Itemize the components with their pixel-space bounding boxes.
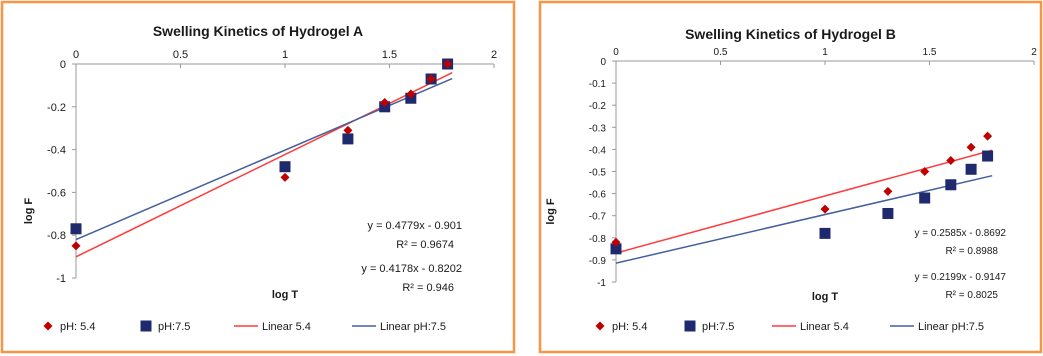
data-point-ph54 bbox=[611, 237, 621, 247]
x-tick-label: 0 bbox=[613, 47, 619, 58]
legend-marker-swatch bbox=[43, 321, 53, 331]
legend-label: Linear pH:7.5 bbox=[918, 321, 984, 333]
x-axis-label: log T bbox=[272, 289, 299, 301]
legend-marker-swatch bbox=[595, 321, 605, 331]
y-tick-label: -0.2 bbox=[589, 101, 607, 112]
data-point-ph54 bbox=[983, 131, 993, 141]
legend-label: Linear pH:7.5 bbox=[380, 321, 446, 333]
x-tick-label: 2 bbox=[1031, 47, 1037, 58]
y-tick-label: 0 bbox=[600, 57, 606, 68]
y-tick-label: -0.4 bbox=[589, 145, 607, 156]
y-tick-label: -0.5 bbox=[589, 168, 607, 179]
legend-label: Linear 5.4 bbox=[262, 321, 311, 333]
x-tick-label: 1.5 bbox=[923, 47, 937, 58]
data-point-ph54 bbox=[426, 74, 436, 84]
data-point-ph75 bbox=[919, 192, 931, 204]
x-tick-label: 1 bbox=[822, 47, 828, 58]
y-tick-label: -0.9 bbox=[589, 256, 607, 267]
data-point-ph75 bbox=[70, 223, 82, 235]
trendline-equation: y = 0.4779x - 0.901 bbox=[368, 220, 462, 232]
y-tick-label: -0.8 bbox=[589, 234, 607, 245]
data-point-ph54 bbox=[820, 204, 830, 214]
data-point-ph54 bbox=[966, 142, 976, 152]
data-point-ph54 bbox=[920, 167, 930, 176]
data-point-ph75 bbox=[945, 179, 957, 191]
y-tick-label: -0.1 bbox=[589, 79, 607, 90]
x-tick-label: 0.5 bbox=[714, 47, 728, 58]
trendline-ph75 bbox=[615, 174, 993, 264]
trendline-r-squared: R² = 0.8988 bbox=[945, 246, 998, 257]
y-axis-label: log F bbox=[23, 198, 35, 225]
data-point-ph54 bbox=[883, 186, 893, 196]
y-tick-label: -0.2 bbox=[47, 102, 66, 114]
data-point-ph54 bbox=[343, 125, 353, 135]
chart-hydrogel-a: Swelling Kinetics of Hydrogel A 0 -0.2 -0.4… bbox=[0, 0, 516, 354]
legend-label: Linear 5.4 bbox=[800, 321, 849, 333]
chart-title: Swelling Kinetics of Hydrogel A bbox=[153, 23, 363, 39]
trendline-r-squared: R² = 0.946 bbox=[402, 282, 454, 294]
y-axis-label: log F bbox=[545, 198, 557, 225]
y-tick-label: -1 bbox=[597, 278, 606, 289]
y-tick-label: -0.6 bbox=[589, 190, 607, 201]
legend-label: pH: 5.4 bbox=[612, 321, 647, 333]
x-axis-label: log T bbox=[812, 291, 839, 303]
x-tick-label: 2 bbox=[491, 49, 497, 61]
data-point-ph75 bbox=[342, 133, 354, 145]
chart-hydrogel-b: Swelling Kinetics of Hydrogel B 0 -0.1 -0.2… bbox=[538, 0, 1043, 354]
trendline-ph54 bbox=[615, 149, 993, 254]
x-tick-label: 0 bbox=[73, 49, 79, 61]
y-tick-label: 0 bbox=[60, 59, 66, 71]
x-tick-label: 1 bbox=[282, 49, 288, 61]
data-point-ph75 bbox=[279, 161, 291, 173]
y-tick-label: -0.7 bbox=[589, 212, 607, 223]
x-tick-label: 1.5 bbox=[382, 49, 397, 61]
trendline-r-squared: R² = 0.8025 bbox=[945, 290, 998, 301]
trendline-r-squared: R² = 0.9674 bbox=[396, 239, 454, 251]
x-tick-label: 0.5 bbox=[173, 49, 188, 61]
y-tick-label: -1 bbox=[56, 273, 66, 285]
y-tick-label: -0.3 bbox=[589, 123, 607, 134]
trendline-equation: y = 0.2585x - 0.8692 bbox=[915, 228, 1007, 239]
data-point-ph75 bbox=[965, 163, 977, 175]
chart-frame bbox=[538, 0, 1043, 354]
data-point-ph54 bbox=[280, 172, 290, 182]
data-point-ph54 bbox=[380, 98, 390, 108]
data-point-ph75 bbox=[819, 227, 831, 239]
data-point-ph75 bbox=[982, 150, 994, 162]
data-point-ph54 bbox=[946, 155, 956, 165]
data-point-ph54 bbox=[71, 241, 81, 251]
legend-label: pH: 5.4 bbox=[60, 321, 95, 333]
y-tick-label: -0.4 bbox=[47, 145, 66, 157]
chart-frame bbox=[0, 0, 516, 354]
trendline-equation: y = 0.4178x - 0.8202 bbox=[361, 263, 462, 275]
y-tick-label: -0.6 bbox=[47, 187, 66, 199]
y-tick-label: -0.8 bbox=[47, 230, 66, 242]
data-point-ph54 bbox=[443, 59, 453, 69]
chart-title: Swelling Kinetics of Hydrogel B bbox=[685, 26, 896, 42]
legend-label: pH:7.5 bbox=[702, 321, 734, 333]
legend-label: pH:7.5 bbox=[158, 321, 190, 333]
legend-marker-swatch bbox=[140, 320, 152, 332]
data-point-ph75 bbox=[610, 243, 622, 255]
data-point-ph75 bbox=[882, 207, 894, 219]
legend-marker-swatch bbox=[684, 320, 696, 332]
trendline-equation: y = 0.2199x - 0.9147 bbox=[915, 272, 1007, 283]
data-point-ph54 bbox=[406, 89, 416, 99]
